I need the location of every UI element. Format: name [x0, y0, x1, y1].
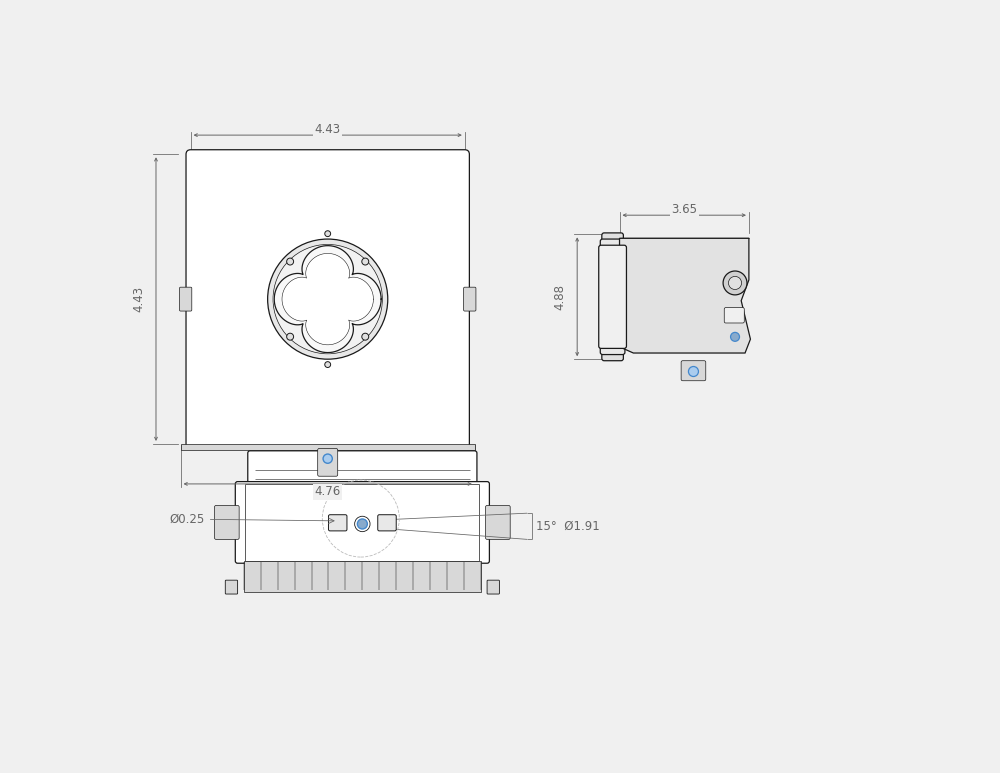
Text: 4.88: 4.88 [554, 284, 567, 310]
Circle shape [273, 244, 382, 354]
FancyBboxPatch shape [328, 515, 347, 531]
FancyBboxPatch shape [724, 308, 744, 323]
FancyBboxPatch shape [681, 361, 706, 381]
Circle shape [688, 366, 698, 376]
Circle shape [728, 277, 742, 290]
FancyBboxPatch shape [318, 448, 338, 476]
Circle shape [357, 519, 367, 529]
FancyBboxPatch shape [487, 581, 499, 594]
Text: Ø0.25: Ø0.25 [169, 512, 205, 526]
FancyBboxPatch shape [602, 233, 623, 361]
FancyBboxPatch shape [378, 515, 396, 531]
Text: 4.43: 4.43 [133, 286, 146, 312]
FancyBboxPatch shape [486, 506, 510, 540]
FancyBboxPatch shape [464, 288, 476, 311]
Text: 4.43: 4.43 [315, 123, 341, 136]
FancyBboxPatch shape [235, 482, 489, 564]
Bar [181, 444, 475, 450]
FancyBboxPatch shape [225, 581, 238, 594]
Bar [244, 561, 481, 591]
Text: 4.76: 4.76 [315, 485, 341, 498]
Circle shape [731, 332, 739, 342]
FancyBboxPatch shape [599, 245, 626, 349]
Text: 3.65: 3.65 [671, 203, 697, 216]
Polygon shape [282, 254, 373, 345]
Circle shape [325, 231, 331, 237]
FancyBboxPatch shape [600, 239, 625, 355]
FancyBboxPatch shape [179, 288, 192, 311]
Circle shape [287, 333, 294, 340]
Circle shape [362, 258, 369, 265]
FancyBboxPatch shape [186, 150, 469, 448]
Polygon shape [620, 238, 750, 353]
Circle shape [287, 258, 294, 265]
Polygon shape [274, 246, 381, 352]
FancyBboxPatch shape [248, 451, 477, 485]
Circle shape [268, 239, 388, 359]
Circle shape [723, 271, 747, 295]
Circle shape [362, 333, 369, 340]
FancyBboxPatch shape [215, 506, 239, 540]
Text: 15°  Ø1.91: 15° Ø1.91 [536, 519, 600, 533]
Circle shape [325, 362, 331, 367]
Circle shape [323, 454, 332, 463]
